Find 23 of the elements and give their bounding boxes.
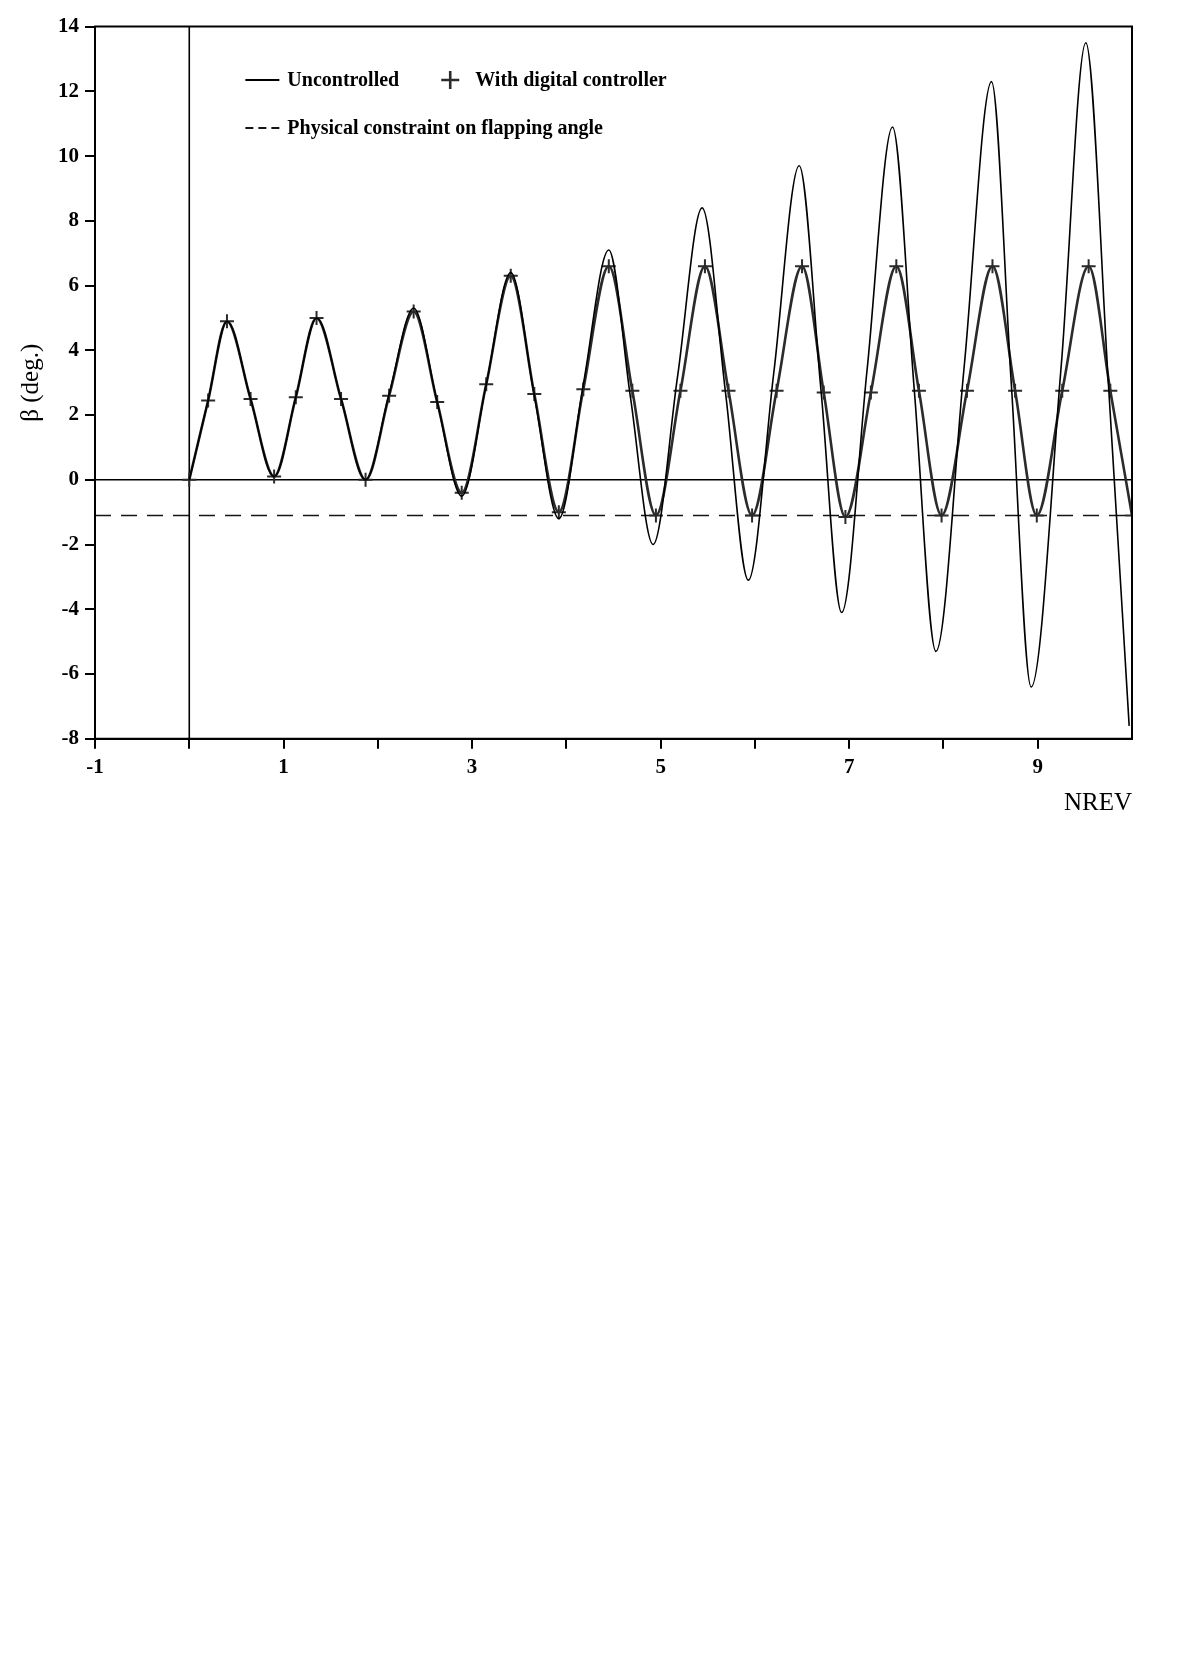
y-tick-label: 6 xyxy=(68,272,79,296)
y-tick-label: 4 xyxy=(68,336,80,361)
x-tick-label: 1 xyxy=(278,753,289,778)
y-tick-label: 12 xyxy=(58,77,79,102)
x-tick-label: 3 xyxy=(466,753,478,778)
x-tick-label: 5 xyxy=(655,753,666,778)
x-axis-title: NREV xyxy=(1063,787,1132,815)
y-axis-title: β (deg.) xyxy=(15,343,44,422)
legend-label: Uncontrolled xyxy=(287,68,400,91)
legend-label: With digital controller xyxy=(475,68,667,92)
y-tick-label: 8 xyxy=(68,207,79,232)
x-tick-label: 9 xyxy=(1032,753,1043,778)
x-tick-label: -1 xyxy=(86,753,104,778)
y-tick-label: 2 xyxy=(68,401,79,426)
y-tick-label: 14 xyxy=(58,13,80,38)
x-tick-label: 7 xyxy=(843,753,855,778)
y-tick-label: -6 xyxy=(61,660,79,685)
y-tick-label: -8 xyxy=(61,725,79,750)
y-tick-label: 0 xyxy=(68,466,79,491)
y-tick-label: 10 xyxy=(58,142,79,167)
y-tick-label: -4 xyxy=(61,595,80,620)
y-tick-label: -2 xyxy=(61,530,79,555)
legend-label: Physical constraint on flapping angle xyxy=(287,116,604,140)
